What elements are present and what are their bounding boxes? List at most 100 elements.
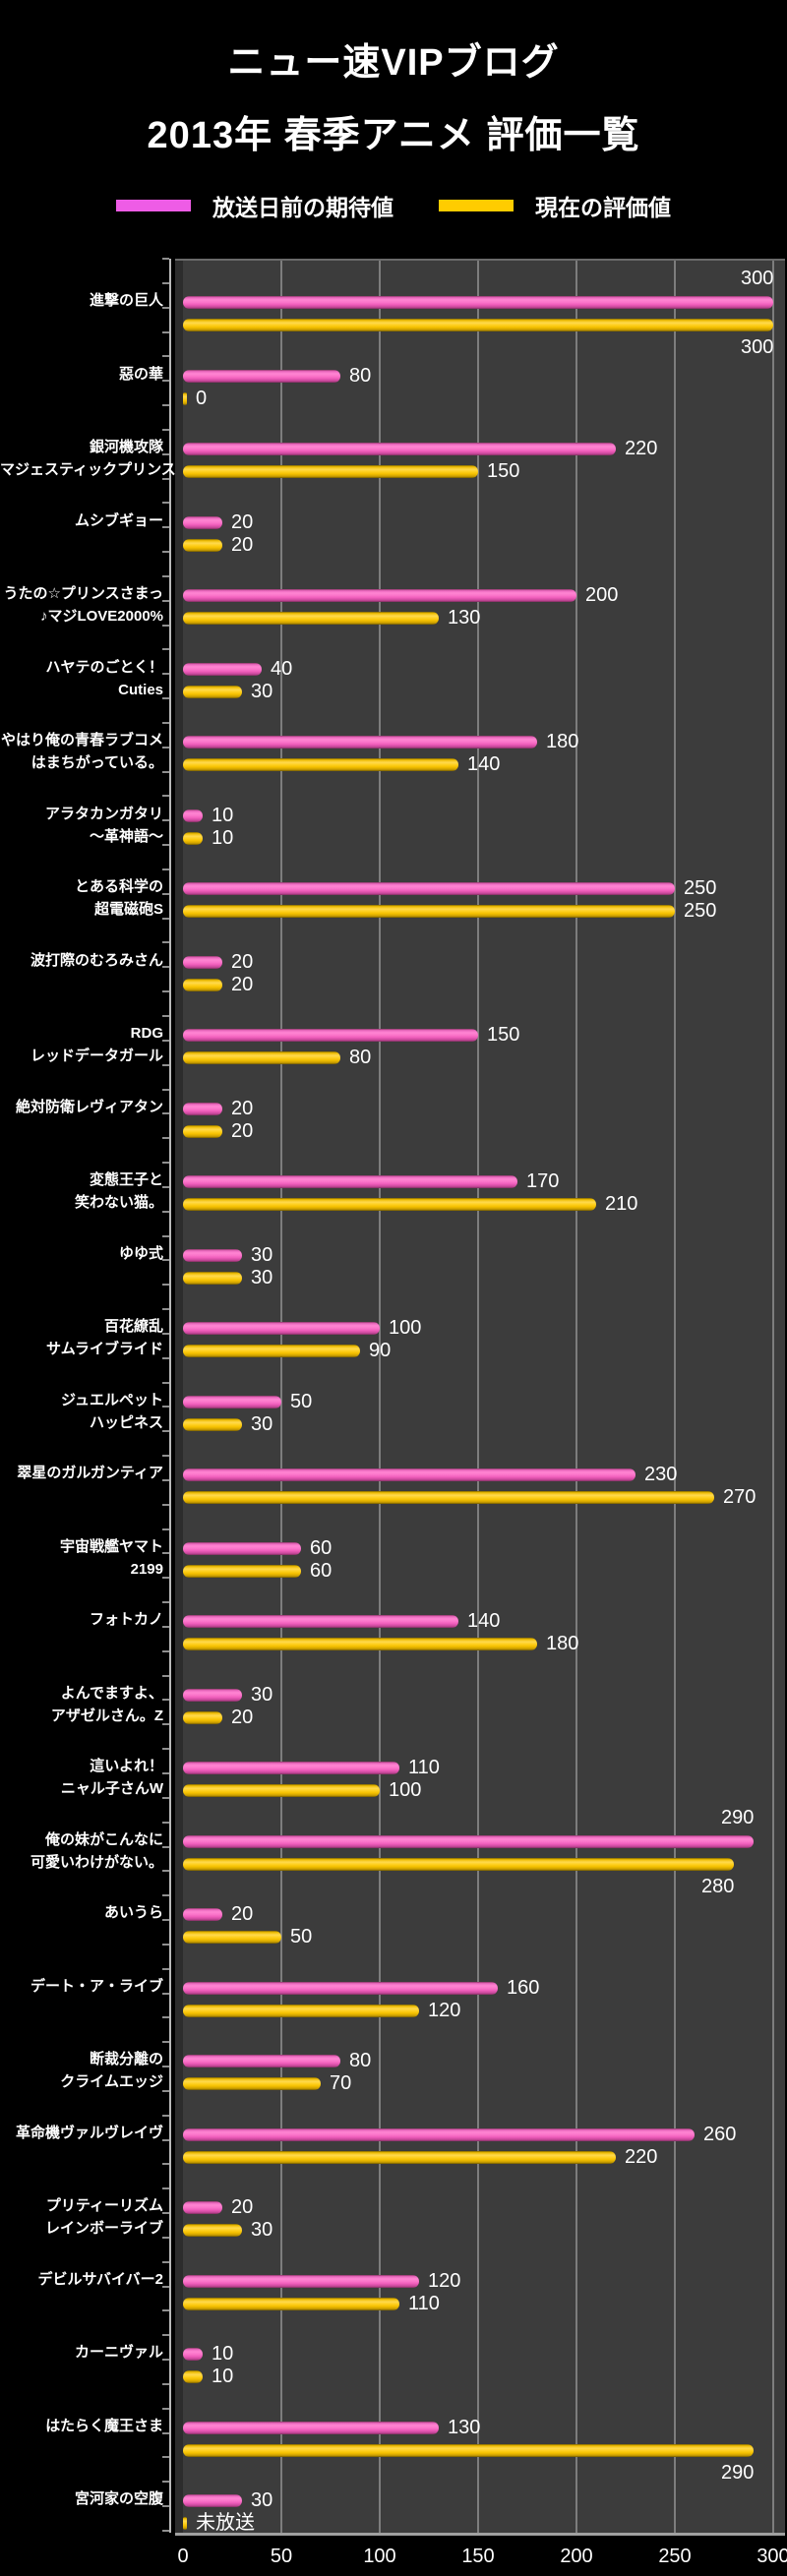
y-axis-tick <box>162 1845 169 1848</box>
y-axis-tick <box>162 1943 169 1946</box>
y-axis-tick <box>162 2066 169 2068</box>
bar-expectation <box>183 736 537 749</box>
gridline-50 <box>280 261 282 2533</box>
gridline-100 <box>379 261 381 2533</box>
value-label: 150 <box>487 460 520 483</box>
y-axis-tick <box>162 2138 169 2141</box>
category-label: レッドデータガール <box>30 1048 163 1065</box>
value-label: 170 <box>526 1170 560 1193</box>
bar-expectation <box>183 1395 281 1408</box>
value-label: 10 <box>212 2366 234 2388</box>
bar-expectation <box>183 2494 242 2508</box>
bar-current <box>183 2297 399 2310</box>
category-label: はたらく魔王さま <box>45 2417 163 2434</box>
y-axis-tick <box>162 330 169 333</box>
y-axis-tick <box>162 2212 169 2215</box>
value-label: 未放送 <box>196 2512 255 2535</box>
bar-current <box>183 1564 301 1578</box>
value-label: 30 <box>251 1266 273 1288</box>
y-axis-tick <box>162 281 169 284</box>
value-label: 100 <box>389 1779 422 1802</box>
bar-current <box>183 1784 380 1798</box>
bar-expectation <box>183 809 203 822</box>
y-axis-tick <box>162 966 169 969</box>
bar-current <box>183 2150 616 2164</box>
bar-current <box>183 1051 340 1065</box>
bar-current <box>183 831 203 845</box>
y-axis-tick <box>162 2407 169 2410</box>
x-tick-label-300: 300 <box>757 2546 787 2567</box>
value-label: 60 <box>310 1536 333 1559</box>
y-axis-tick <box>162 2481 169 2484</box>
y-axis-tick <box>162 355 169 358</box>
value-label: 20 <box>231 533 254 556</box>
value-label: 70 <box>330 2072 352 2095</box>
value-label: 10 <box>212 2343 234 2366</box>
bar-expectation <box>183 1175 517 1189</box>
y-axis-tick <box>162 917 169 920</box>
y-axis-tick <box>162 1185 169 1188</box>
x-tick-label-200: 200 <box>560 2546 593 2567</box>
y-axis-tick <box>162 1919 169 1922</box>
value-label: 30 <box>251 2489 273 2512</box>
value-label: 110 <box>408 1757 440 1779</box>
legend-item-expectation: 放送日前の期待値 <box>116 189 394 222</box>
value-label: 130 <box>448 607 481 629</box>
y-axis-tick <box>162 673 169 676</box>
bar-expectation <box>183 296 773 309</box>
bar-current <box>183 319 773 331</box>
value-label: 250 <box>684 877 717 900</box>
y-axis-tick <box>162 1088 169 1091</box>
category-label: ハヤテのごとく！ <box>45 658 163 676</box>
bar-expectation <box>183 443 616 456</box>
category-label: 超電磁砲S <box>93 901 163 919</box>
y-axis-tick <box>162 990 169 993</box>
bar-current <box>183 1857 734 1871</box>
gridline-150 <box>477 261 479 2533</box>
y-axis-tick <box>162 2089 169 2092</box>
value-label: 180 <box>546 731 579 753</box>
gridline-200 <box>575 261 577 2533</box>
value-label: 130 <box>448 2416 481 2438</box>
category-label: カーニヴァル <box>74 2344 163 2362</box>
value-label: 20 <box>231 2196 254 2219</box>
bar-current <box>183 2517 187 2531</box>
bar-current <box>183 978 222 991</box>
value-label: 10 <box>212 804 234 826</box>
y-axis-tick <box>162 2236 169 2239</box>
value-label: 300 <box>741 336 774 358</box>
y-axis-tick <box>162 404 169 407</box>
y-axis-tick <box>162 1381 169 1384</box>
category-label: 波打際のむろみさん <box>30 951 163 969</box>
y-axis-tick <box>162 697 169 700</box>
bar-expectation <box>183 1029 478 1043</box>
bar-current <box>183 2224 242 2238</box>
y-axis-tick <box>162 2359 169 2362</box>
legend-swatch-expectation <box>116 200 191 211</box>
category-label: 惡の華 <box>118 365 163 383</box>
category-label: やはり俺の青春ラブコメ <box>0 732 163 749</box>
category-label: 2199 <box>130 1560 163 1578</box>
category-label: よんでますよ、 <box>60 1684 163 1702</box>
bar-expectation <box>183 882 675 896</box>
value-label: 140 <box>467 753 501 776</box>
category-label: クライムエッジ <box>60 2073 163 2091</box>
y-axis-tick <box>162 1406 169 1408</box>
category-label: アラタカンガタリ <box>44 805 163 822</box>
bar-expectation <box>183 1248 242 1262</box>
value-label: 100 <box>389 1317 422 1340</box>
bar-expectation <box>183 1834 754 1848</box>
category-label: ～革神語～ <box>89 827 163 845</box>
category-label: ムシブギョー <box>74 511 163 529</box>
y-axis-tick <box>162 1015 169 1017</box>
value-label: 30 <box>251 1412 273 1435</box>
value-label: 280 <box>701 1875 735 1897</box>
value-label: 20 <box>231 950 254 973</box>
y-axis-tick <box>162 1601 169 1604</box>
value-label: 110 <box>408 2292 440 2314</box>
bar-expectation <box>183 1688 242 1702</box>
category-label: マジェスティックプリンス <box>0 461 176 479</box>
value-label: 80 <box>349 2050 372 2072</box>
bar-expectation <box>183 1541 301 1555</box>
y-axis-tick <box>162 1356 169 1359</box>
